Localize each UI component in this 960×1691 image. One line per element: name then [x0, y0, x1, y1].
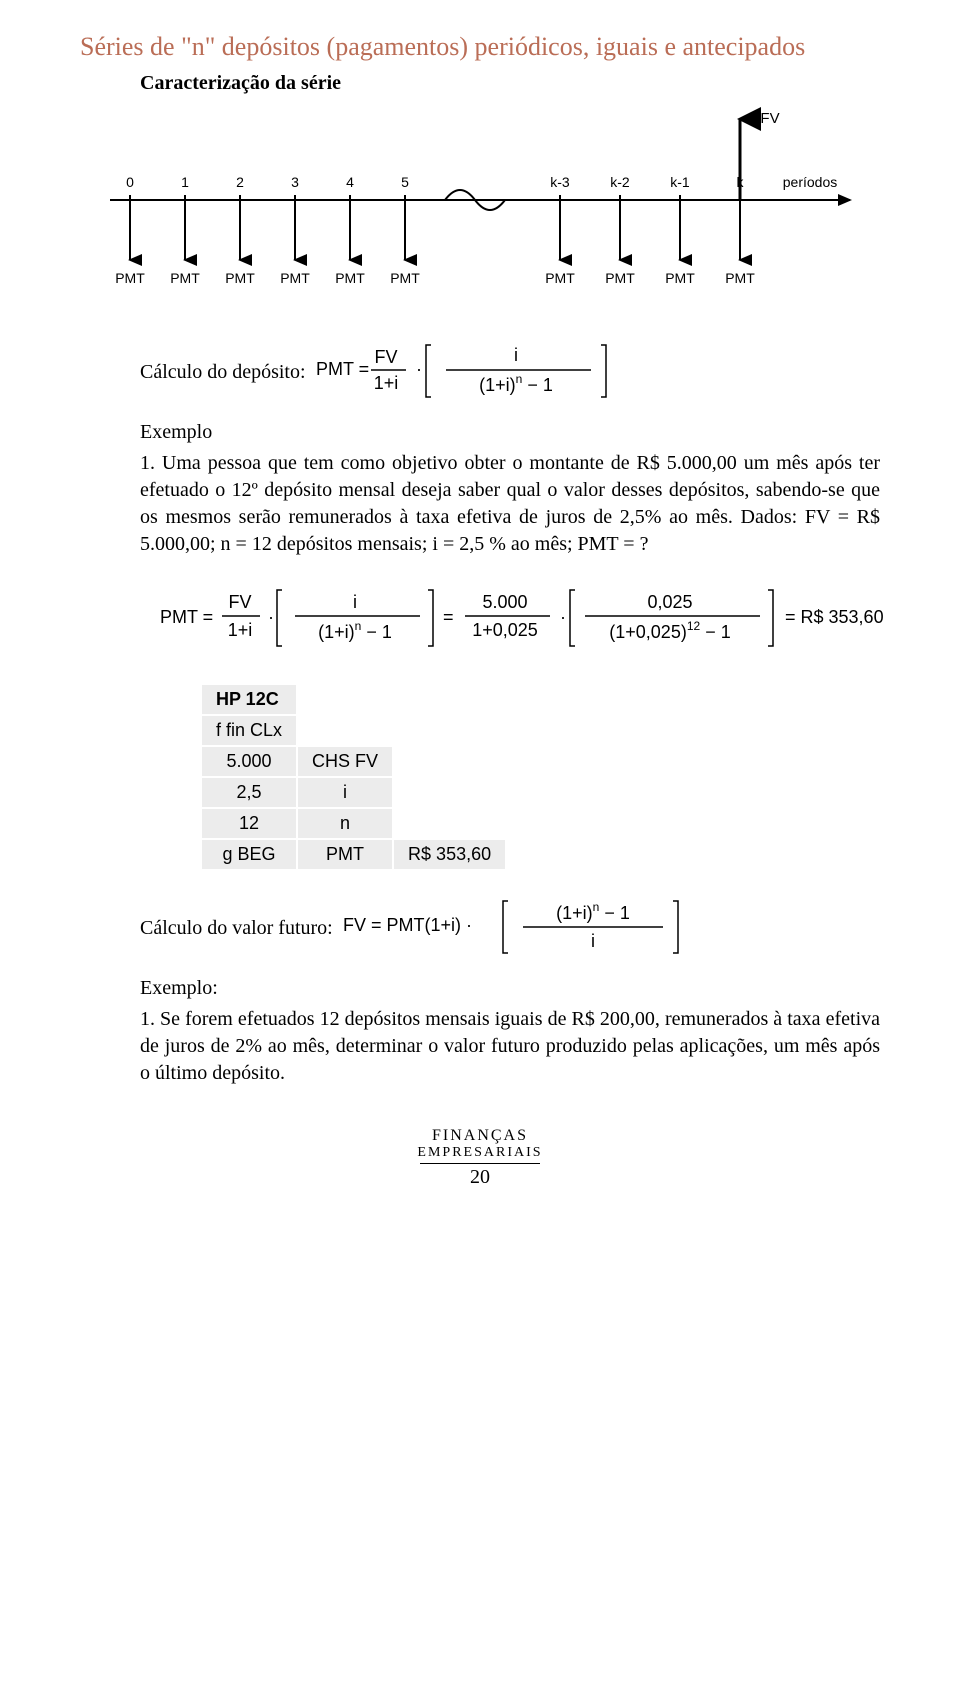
hp-r2c0: 2,5 — [201, 777, 297, 808]
svg-text:PMT: PMT — [335, 270, 365, 286]
svg-text:PMT: PMT — [390, 270, 420, 286]
svg-text:PMT: PMT — [280, 270, 310, 286]
hp-r4c1: PMT — [297, 839, 393, 870]
svg-text:PMT =: PMT = — [160, 607, 213, 627]
page-number: 20 — [80, 1166, 880, 1189]
hp-r1c0: 5.000 — [201, 746, 297, 777]
svg-text:0: 0 — [126, 174, 134, 190]
svg-text:i: i — [353, 592, 357, 612]
svg-text:PMT: PMT — [170, 270, 200, 286]
svg-text:·: · — [268, 607, 274, 627]
svg-text:PMT: PMT — [665, 270, 695, 286]
calc-deposito-label: Cálculo do depósito: — [140, 361, 306, 384]
svg-text:(1+0,025)12 − 1: (1+0,025)12 − 1 — [609, 619, 730, 642]
svg-text:PMT: PMT — [725, 270, 755, 286]
svg-text:FV = PMT(1+i) ·: FV = PMT(1+i) · — [343, 915, 472, 935]
footer-line2: EMPRESARIAIS — [80, 1145, 880, 1161]
svg-text:0,025: 0,025 — [647, 592, 692, 612]
page-title: Séries de "n" depósitos (pagamentos) per… — [80, 30, 880, 64]
question-1: 1. Uma pessoa que tem como objetivo obte… — [140, 450, 880, 558]
formula-pmt: PMT = FV 1+i · i (1+i)n − 1 — [316, 335, 636, 411]
hp-r1c1: CHS FV — [297, 746, 393, 777]
svg-text:= R$ 353,60: = R$ 353,60 — [785, 607, 884, 627]
hp-r0c0: f fin CLx — [201, 715, 297, 746]
svg-text:(1+i)n − 1: (1+i)n − 1 — [479, 372, 553, 395]
hp-r3c0: 12 — [201, 808, 297, 839]
svg-text:PMT =: PMT = — [316, 359, 369, 379]
svg-text:(1+i)n − 1: (1+i)n − 1 — [318, 619, 392, 642]
hp-r2c1: i — [297, 777, 393, 808]
svg-text:PMT: PMT — [545, 270, 575, 286]
svg-text:1+i: 1+i — [228, 620, 253, 640]
footer-line1: FINANÇAS — [80, 1127, 880, 1145]
question-2: 1. Se forem efetuados 12 depósitos mensa… — [140, 1006, 880, 1087]
hp-r4c2: R$ 353,60 — [393, 839, 506, 870]
hp-r4c0: g BEG — [201, 839, 297, 870]
svg-text:PMT: PMT — [115, 270, 145, 286]
svg-text:PMT: PMT — [605, 270, 635, 286]
svg-text:1+0,025: 1+0,025 — [472, 620, 538, 640]
hp-title: HP 12C — [201, 684, 297, 715]
svg-text:PMT: PMT — [225, 270, 255, 286]
svg-text:FV: FV — [760, 110, 779, 127]
page-footer: FINANÇAS EMPRESARIAIS 20 — [80, 1127, 880, 1189]
svg-text:4: 4 — [346, 174, 354, 190]
exemplo2-label: Exemplo: — [140, 977, 880, 1000]
formula-fv: FV = PMT(1+i) · (1+i)n − 1 i — [343, 891, 703, 967]
hp-r3c1: n — [297, 808, 393, 839]
svg-text:FV: FV — [228, 592, 251, 612]
section-heading: Caracterização da série — [140, 72, 880, 95]
svg-text:=: = — [443, 607, 454, 627]
svg-text:FV: FV — [374, 347, 397, 367]
calc-fv-label: Cálculo do valor futuro: — [140, 917, 333, 940]
formula-pmt-solved: PMT = FV 1+i · i (1+i)n − 1 = 5.000 1+0,… — [160, 578, 880, 663]
svg-text:k-1: k-1 — [670, 174, 690, 190]
svg-text:(1+i)n − 1: (1+i)n − 1 — [556, 900, 630, 923]
svg-text:3: 3 — [291, 174, 299, 190]
svg-text:5.000: 5.000 — [482, 592, 527, 612]
svg-text:períodos: períodos — [783, 174, 837, 190]
timeline-diagram: 0 PMT 1 PMT 2 PMT 3 PMT 4 PMT — [90, 105, 870, 305]
hp12c-table: HP 12C f fin CLx 5.000CHS FV 2,5i 12n g … — [200, 683, 507, 871]
svg-text:1+i: 1+i — [373, 373, 398, 393]
svg-text:k-2: k-2 — [610, 174, 630, 190]
svg-text:2: 2 — [236, 174, 244, 190]
svg-text:·: · — [416, 359, 422, 379]
svg-text:i: i — [591, 931, 595, 951]
svg-text:k-3: k-3 — [550, 174, 570, 190]
svg-text:5: 5 — [401, 174, 409, 190]
svg-text:i: i — [514, 345, 518, 365]
svg-text:1: 1 — [181, 174, 189, 190]
svg-text:·: · — [560, 607, 566, 627]
exemplo-label: Exemplo — [140, 421, 880, 444]
